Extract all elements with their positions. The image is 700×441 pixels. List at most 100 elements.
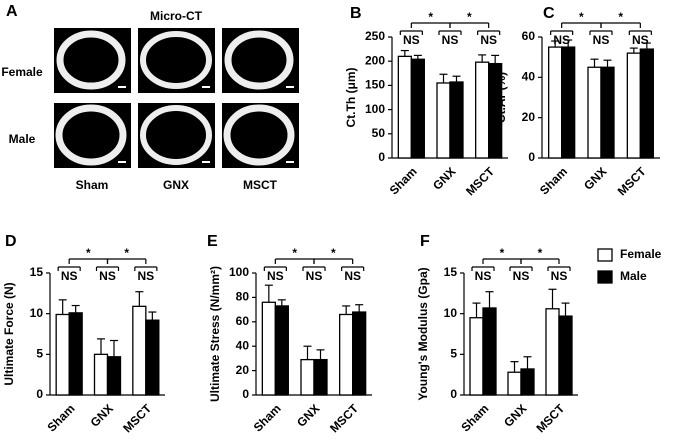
bar <box>261 301 276 396</box>
scale-bar <box>118 86 126 88</box>
y-tick-label: 0 <box>242 387 249 401</box>
y-axis-label: Ct.Ar (%) <box>494 72 508 123</box>
bar <box>397 55 412 159</box>
bar <box>410 58 425 159</box>
x-tick-label: GNX <box>88 401 116 429</box>
bar <box>352 311 367 396</box>
bone-ring <box>55 104 127 166</box>
x-tick-label: Sham <box>387 164 420 197</box>
bar <box>548 46 563 159</box>
bone-ring <box>223 104 295 166</box>
pair-label: NS <box>137 269 154 283</box>
pair-label: NS <box>344 269 361 283</box>
pair-label: NS <box>593 33 610 47</box>
legend-label: Male <box>620 269 647 283</box>
y-axis-label: Ultimate Force (N) <box>2 282 16 385</box>
x-tick-label: Sham <box>458 401 491 434</box>
x-tick-label: MSCT <box>463 164 497 198</box>
y-tick-label: 15 <box>444 265 458 279</box>
x-tick-label: GNX <box>581 164 609 192</box>
bar <box>68 312 83 396</box>
bar <box>520 368 535 396</box>
x-tick-label: MSCT <box>533 401 567 435</box>
group-label: * <box>538 246 543 260</box>
bar <box>132 305 147 396</box>
y-tick-label: 15 <box>30 265 44 279</box>
panel-letter: B <box>350 5 362 22</box>
x-tick-label: MSCT <box>615 164 649 198</box>
y-tick-label: 0 <box>378 150 385 164</box>
y-tick-label: 50 <box>372 126 386 140</box>
y-tick-label: 150 <box>365 78 385 92</box>
panel-letter: C <box>543 5 555 22</box>
column-label: GNX <box>163 178 189 192</box>
pair-label: NS <box>480 33 497 47</box>
row-label: Male <box>9 132 36 146</box>
bar <box>55 313 70 396</box>
pair-label: NS <box>306 269 323 283</box>
x-tick-label: MSCT <box>120 401 154 435</box>
pair-label: NS <box>513 269 530 283</box>
ct-image <box>222 28 299 93</box>
y-tick-label: 0 <box>450 387 457 401</box>
bar <box>436 82 451 159</box>
group-label: * <box>292 246 297 260</box>
y-tick-label: 0 <box>36 387 43 401</box>
bar <box>449 81 464 159</box>
column-label: MSCT <box>243 178 278 192</box>
x-tick-label: GNX <box>430 164 458 192</box>
pair-label: NS <box>551 269 568 283</box>
y-tick-label: 5 <box>450 347 457 361</box>
column-label: Sham <box>76 178 109 192</box>
y-axis-label: Ultimate Stress (N/mm²) <box>208 266 222 402</box>
y-tick-label: 100 <box>229 265 249 279</box>
legend-label: Female <box>620 247 662 261</box>
y-tick-label: 200 <box>365 53 385 67</box>
row-label: Female <box>1 65 43 79</box>
bar <box>469 317 484 396</box>
legend-swatch <box>597 248 613 262</box>
y-tick-label: 60 <box>236 314 250 328</box>
pair-label: NS <box>99 269 116 283</box>
ct-image <box>222 103 299 168</box>
bar <box>545 308 560 396</box>
group-label: * <box>86 246 91 260</box>
bar <box>145 319 160 396</box>
bar <box>300 358 315 396</box>
group-label: * <box>124 246 129 260</box>
group-label: * <box>579 10 584 24</box>
bar <box>561 46 576 159</box>
pair-label: NS <box>442 33 459 47</box>
y-tick-label: 100 <box>365 102 385 116</box>
bar <box>274 305 289 396</box>
bar <box>482 307 497 396</box>
x-tick-label: Sham <box>251 401 284 434</box>
y-axis-label: Ct.Th (μm) <box>344 68 358 128</box>
ct-image <box>138 103 215 168</box>
panel-letter: D <box>5 233 17 250</box>
bar <box>587 66 602 159</box>
panel-letter: F <box>420 233 430 250</box>
y-tick-label: 60 <box>522 29 536 43</box>
x-tick-label: MSCT <box>327 401 361 435</box>
ct-image <box>138 28 215 93</box>
bar <box>507 371 522 396</box>
pair-label: NS <box>267 269 284 283</box>
y-tick-label: 0 <box>528 150 535 164</box>
x-tick-label: Sham <box>45 401 78 434</box>
panel-title: Micro-CT <box>150 9 203 23</box>
legend-swatch <box>597 270 613 284</box>
bar <box>626 52 641 159</box>
group-label: * <box>618 10 623 24</box>
pair-label: NS <box>61 269 78 283</box>
y-tick-label: 40 <box>522 70 536 84</box>
y-tick-label: 5 <box>36 347 43 361</box>
pair-label: NS <box>475 269 492 283</box>
bar <box>600 66 615 159</box>
bar <box>93 353 109 396</box>
pair-label: NS <box>632 33 649 47</box>
pair-label: NS <box>403 33 420 47</box>
pair-label: NS <box>553 33 570 47</box>
y-tick-label: 80 <box>236 290 250 304</box>
